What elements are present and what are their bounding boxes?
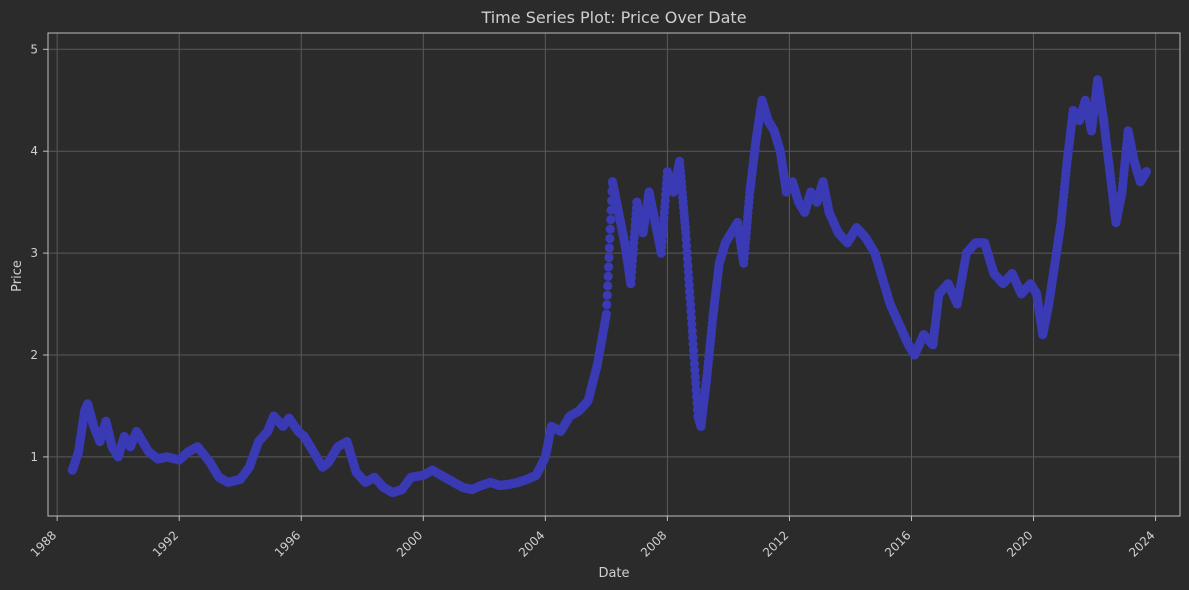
x-axis-label: Date: [598, 566, 629, 581]
data-point: [605, 224, 615, 234]
data-point: [685, 287, 695, 297]
data-point: [691, 385, 701, 395]
data-point: [683, 260, 693, 271]
chart-title: Time Series Plot: Price Over Date: [480, 8, 746, 27]
data-point: [605, 233, 615, 244]
data-point: [683, 267, 693, 277]
y-axis: 1 2 3 4 5: [30, 42, 48, 464]
data-point: [681, 228, 691, 238]
y-tick-label: 1: [30, 450, 38, 464]
data-point: [603, 262, 614, 272]
data-point: [689, 359, 700, 369]
y-tick-label: 5: [30, 42, 38, 56]
data-point: [606, 215, 616, 225]
data-point: [688, 339, 698, 349]
data-point: [682, 254, 693, 264]
data-point: [687, 319, 697, 330]
data-point: [686, 306, 696, 316]
data-point: [684, 280, 694, 290]
data-points: [67, 75, 1152, 498]
data-point: [681, 241, 692, 251]
data-point: [689, 352, 699, 362]
data-point: [601, 309, 611, 319]
y-axis-label: Price: [10, 260, 25, 292]
data-point: [687, 326, 697, 336]
data-point: [690, 365, 700, 375]
data-point: [604, 252, 614, 263]
data-point: [681, 234, 691, 244]
y-tick-label: 2: [30, 348, 38, 362]
data-point: [685, 300, 696, 310]
data-point: [603, 271, 613, 281]
data-point: [602, 300, 612, 310]
data-point: [1141, 166, 1152, 177]
data-point: [686, 313, 696, 323]
data-point: [682, 247, 692, 257]
data-point: [688, 346, 699, 356]
data-point: [603, 281, 613, 291]
data-point: [692, 391, 702, 402]
plot-frame: [47, 32, 1181, 517]
data-point: [604, 243, 615, 253]
data-point: [691, 378, 701, 388]
data-point: [690, 372, 700, 382]
data-point: [688, 332, 698, 343]
y-tick-label: 4: [30, 144, 38, 158]
data-point: [602, 290, 612, 300]
y-tick-label: 3: [30, 246, 38, 260]
data-point: [684, 273, 694, 284]
data-point: [685, 293, 695, 303]
